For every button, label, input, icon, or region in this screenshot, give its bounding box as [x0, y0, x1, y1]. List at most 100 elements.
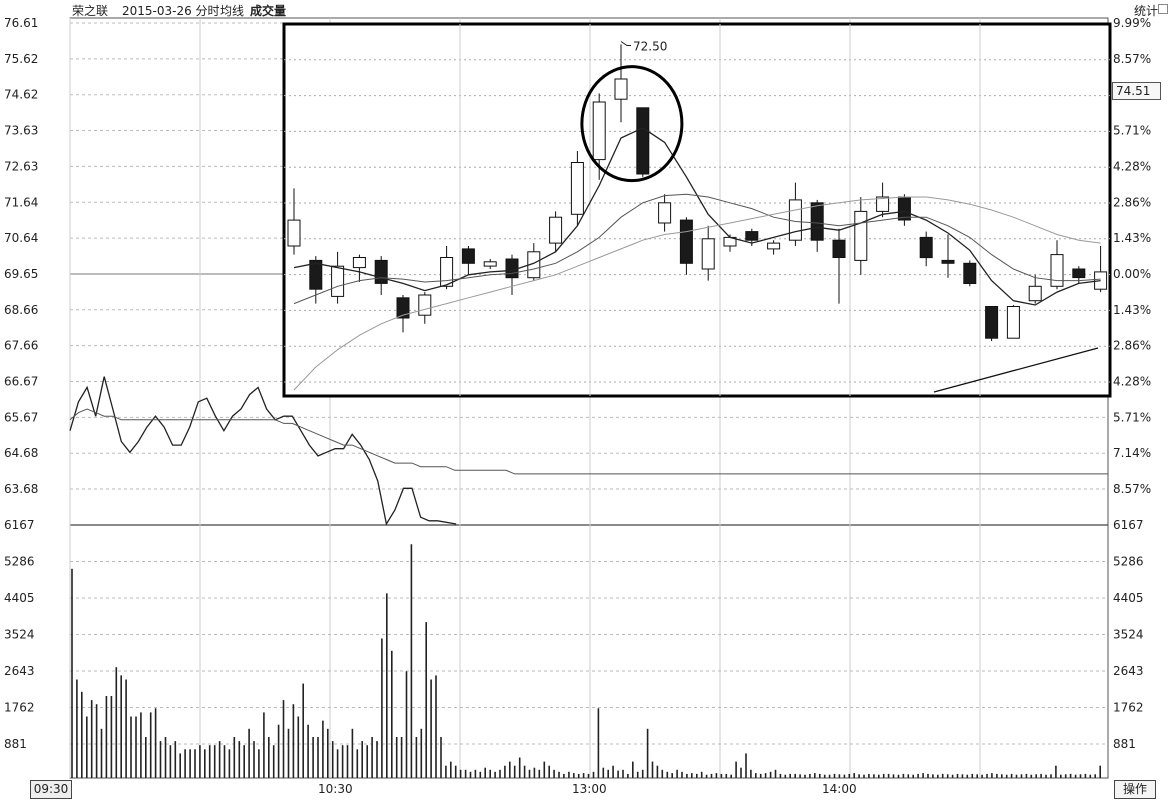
moving-average-line [293, 196, 1101, 391]
candle-bullish [1028, 285, 1042, 302]
candle-bearish [810, 202, 824, 241]
price-tick-label: 72.63 [4, 159, 38, 173]
stock-name: 荣之联 [72, 4, 109, 18]
percent-tick-label: 7.14% [1113, 446, 1151, 460]
candle-bullish [658, 202, 672, 224]
volume-tick-label-right: 6167 [1113, 518, 1144, 532]
price-tick-label: 70.64 [4, 231, 38, 245]
intraday-price-lines [69, 376, 1108, 526]
percent-tick-label: 4.28% [1113, 159, 1151, 173]
candle-bullish [876, 196, 890, 212]
percent-tick-label: 2.86% [1113, 339, 1151, 353]
price-tick-label: 75.62 [4, 52, 38, 66]
candle-bullish [701, 238, 715, 270]
percent-tick-label: 8.57% [1113, 482, 1151, 496]
time-tick-label: 10:30 [318, 782, 353, 796]
average-price-line [69, 408, 1108, 475]
percent-tick-label: 1.43% [1113, 231, 1151, 245]
volume-tick-label-right: 5286 [1113, 555, 1144, 569]
candle-bullish [352, 257, 366, 269]
percent-axis-right: 9.99% 8.57% 5.71% 4.28% 2.86% 1.43% 0.00% 1.43%… [1113, 16, 1151, 496]
volume-tick-label: 3524 [4, 628, 35, 642]
candle-bearish [963, 262, 977, 284]
percent-tick-label: 1.43% [1113, 303, 1151, 317]
candle-bearish [941, 259, 955, 264]
volume-tick-label-right: 4405 [1113, 591, 1144, 605]
candle-bearish [374, 259, 388, 284]
stats-toggle-icon[interactable] [1158, 4, 1168, 14]
candle-bearish [636, 107, 650, 175]
price-tick-label: 66.67 [4, 375, 38, 389]
percent-tick-label: 5.71% [1113, 124, 1151, 138]
candle-bullish [570, 162, 584, 215]
candle-bullish [614, 78, 628, 100]
percent-tick-label: 5.71% [1113, 410, 1151, 424]
trend-line [933, 347, 1099, 393]
candle-bullish [854, 210, 868, 261]
price-tick-label: 67.66 [4, 339, 38, 353]
candle-bullish [287, 219, 301, 247]
peak-price-annotation: 72.50 [633, 40, 667, 54]
volume-tick-label: 1762 [4, 701, 35, 715]
candle-bullish [1006, 306, 1020, 339]
candle-bullish [788, 199, 802, 241]
moving-average-line [293, 193, 1101, 305]
price-axis-left: 76.61 75.62 74.62 73.63 72.63 71.64 70.64 69.65… [4, 16, 38, 496]
top-bar: 荣之联 2015-03-26 分时 均线 成交量 [0, 0, 1170, 18]
volume-tick-label-right: 2643 [1113, 664, 1144, 678]
inset-frame [282, 22, 1112, 398]
candle-bearish [985, 306, 999, 339]
volume-bars [71, 544, 1101, 778]
annotation-pointer [620, 41, 631, 46]
operate-button[interactable]: 操作 [1114, 780, 1156, 799]
volume-tick-label-right: 1762 [1113, 701, 1144, 715]
highlight-circle [580, 65, 684, 183]
candle-bullish [440, 257, 454, 287]
candle-bullish [767, 242, 781, 250]
candle-bearish [897, 196, 911, 221]
candle-bullish [331, 265, 345, 297]
percent-tick-label: 8.57% [1113, 52, 1151, 66]
candle-bullish [549, 216, 563, 244]
candle-bearish [919, 236, 933, 259]
price-tick-label: 71.64 [4, 195, 38, 209]
price-tick-label: 65.67 [4, 410, 38, 424]
percent-tick-label: 2.86% [1113, 195, 1151, 209]
price-tick-label: 73.63 [4, 124, 38, 138]
price-tick-label: 68.66 [4, 303, 38, 317]
candle-bearish [745, 231, 759, 241]
candle-bearish [396, 297, 410, 319]
avg-line-label[interactable]: 均线 [220, 4, 245, 18]
candle-bullish [483, 261, 497, 267]
percent-tick-label: 4.28% [1113, 375, 1151, 389]
volume-tick-label: 881 [4, 737, 27, 751]
time-tick-label: 14:00 [822, 782, 857, 796]
volume-label[interactable]: 成交量 [250, 4, 287, 18]
volume-axis: 6167 6167 5286 5286 4405 4405 3524 3524 2643 2643… [4, 518, 1144, 751]
current-price-label: 74.51 [1112, 82, 1161, 100]
volume-tick-label-right: 3524 [1113, 628, 1144, 642]
price-tick-label: 69.65 [4, 267, 38, 281]
price-tick-label: 76.61 [4, 16, 38, 30]
candle-bearish [679, 219, 693, 264]
candle-bearish [505, 258, 519, 279]
volume-tick-label: 6167 [4, 518, 35, 532]
candle-bearish [461, 248, 475, 264]
time-tick-label: 13:00 [572, 782, 607, 796]
candle-bullish [1050, 254, 1064, 287]
percent-tick-label: 0.00% [1113, 267, 1151, 281]
candle-bearish [309, 259, 323, 290]
percent-tick-label: 9.99% [1113, 16, 1151, 30]
candle-bearish [1072, 268, 1086, 279]
volume-tick-label: 2643 [4, 664, 35, 678]
candle-bearish [832, 239, 846, 258]
volume-tick-label: 5286 [4, 555, 35, 569]
price-tick-label: 74.62 [4, 88, 38, 102]
volume-tick-label-right: 881 [1113, 737, 1136, 751]
stats-button[interactable]: 统计 [1133, 4, 1158, 18]
candle-bullish [1094, 271, 1108, 290]
time-start-label: 09:30 [30, 780, 72, 799]
price-tick-label: 64.68 [4, 446, 38, 460]
price-tick-label: 63.68 [4, 482, 38, 496]
